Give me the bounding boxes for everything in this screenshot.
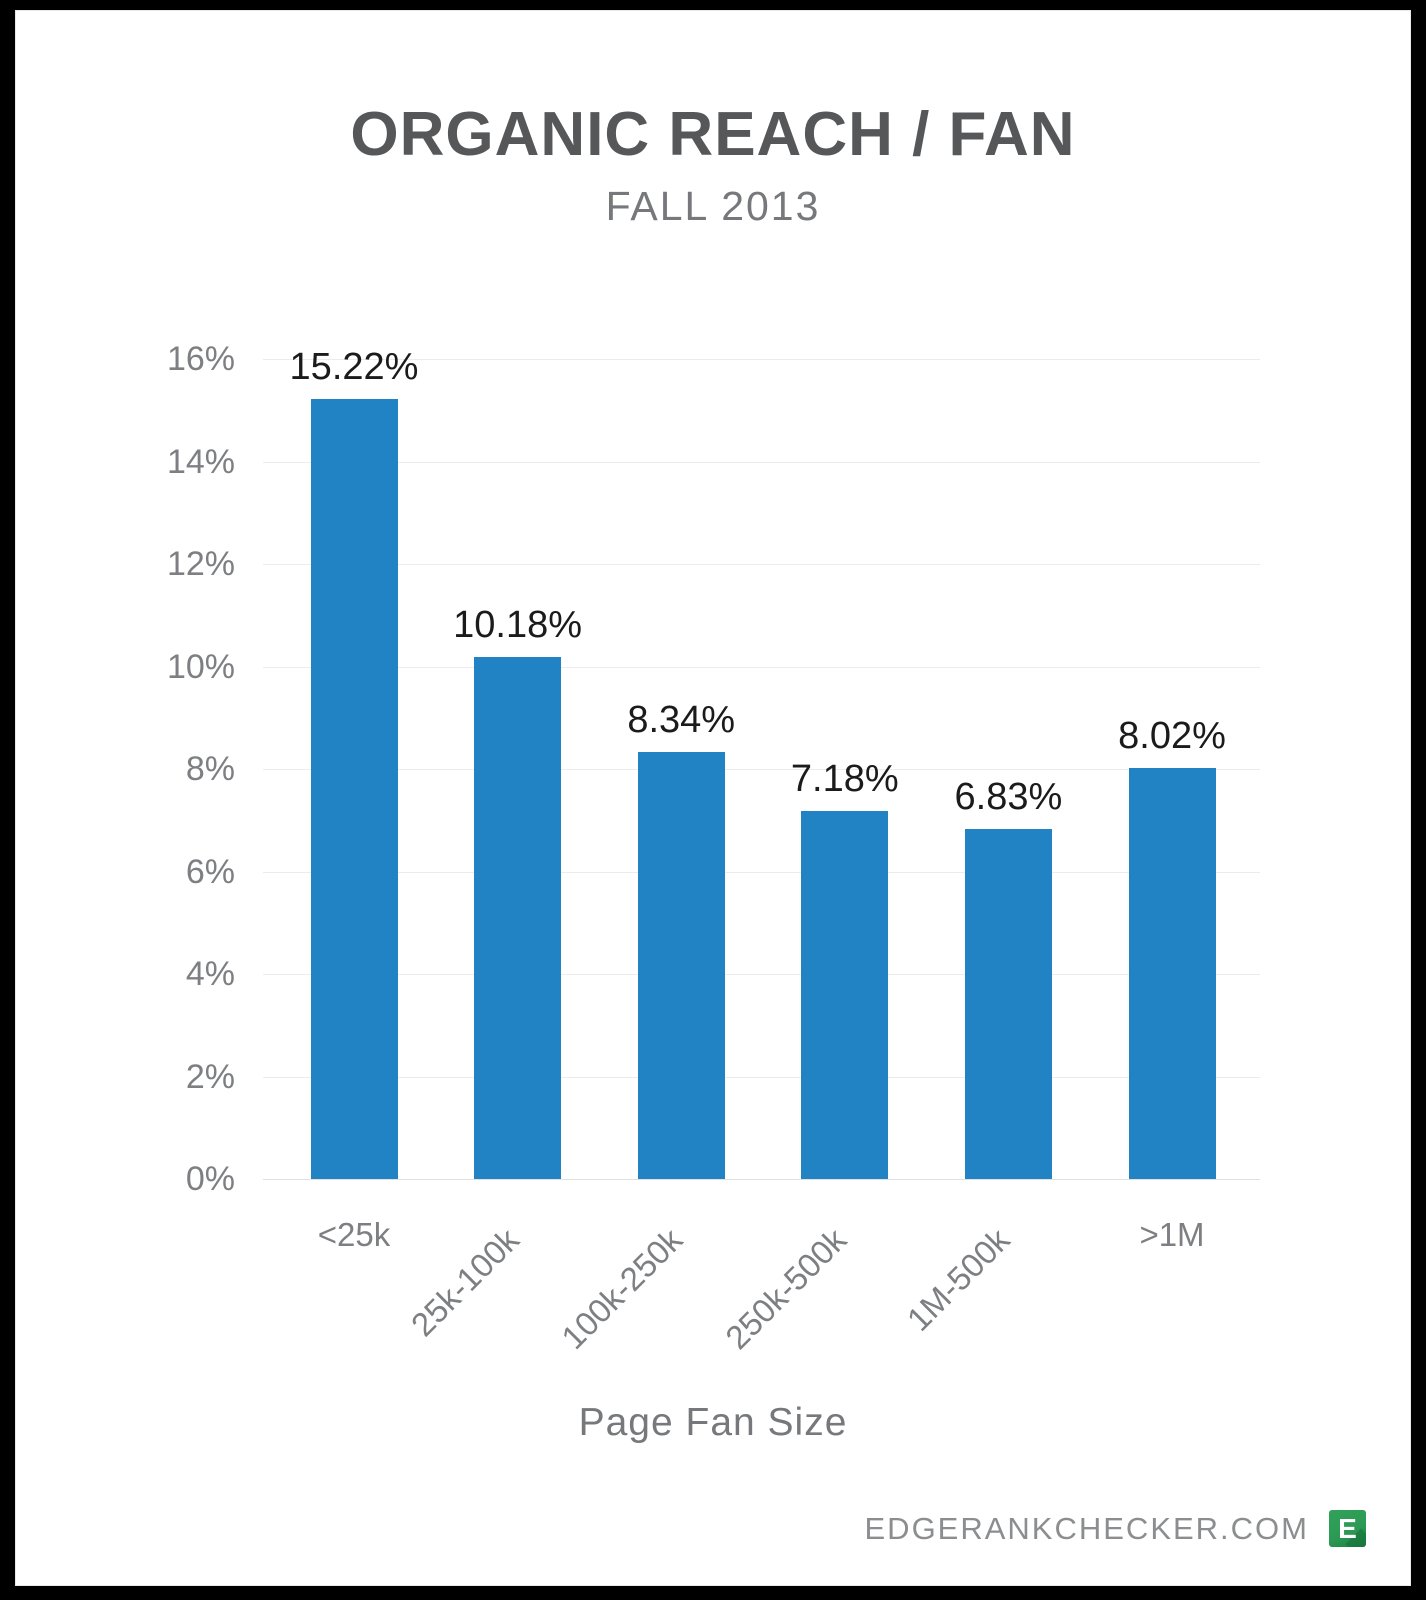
grid-line bbox=[263, 564, 1260, 565]
logo-letter: E bbox=[1338, 1513, 1357, 1544]
y-tick-label: 6% bbox=[185, 852, 235, 891]
chart-page: ORGANIC REACH / FAN FALL 2013 0% 2% 4% 6% 8%… bbox=[15, 10, 1411, 1586]
chart-subtitle: FALL 2013 bbox=[605, 183, 821, 229]
y-tick-label: 0% bbox=[185, 1160, 235, 1198]
y-tick-label: 8% bbox=[185, 750, 235, 788]
x-tick-label: <25k bbox=[317, 1216, 391, 1253]
bar-value-label: 7.18% bbox=[790, 758, 899, 801]
x-axis-title: Page Fan Size bbox=[578, 1401, 848, 1444]
x-tick-label: >1M bbox=[1139, 1216, 1205, 1253]
y-tick-label: 16% bbox=[166, 340, 235, 378]
grid-line bbox=[263, 1076, 1260, 1078]
bar-value-label: 6.83% bbox=[954, 775, 1063, 818]
grid-line bbox=[263, 461, 1260, 463]
grid-line bbox=[263, 871, 1260, 873]
grid-line bbox=[263, 666, 1260, 668]
grid-line bbox=[263, 974, 1260, 975]
grid-line bbox=[263, 769, 1260, 770]
bar-value-label: 8.34% bbox=[627, 698, 736, 741]
bar bbox=[310, 398, 398, 1179]
y-tick-label: 4% bbox=[185, 955, 235, 993]
y-tick-label: 2% bbox=[185, 1057, 235, 1096]
bar-chart: 0% 2% 4% 6% 8% 10% 12% 14% 16% 15.22% <25k 10.18% 25… bbox=[16, 11, 1410, 1585]
bar-value-label: 10.18% bbox=[453, 604, 583, 647]
y-tick-label: 10% bbox=[166, 647, 235, 686]
bar bbox=[1128, 767, 1216, 1179]
bar-value-label: 8.02% bbox=[1118, 714, 1226, 757]
bar bbox=[964, 828, 1052, 1179]
grid-line bbox=[263, 1179, 1260, 1180]
footer-site-text: EDGERANKCHECKER.COM bbox=[864, 1510, 1309, 1546]
chart-title: ORGANIC REACH / FAN bbox=[350, 100, 1076, 169]
bar-value-label: 15.22% bbox=[289, 345, 419, 388]
bar bbox=[637, 751, 725, 1179]
grid-line bbox=[263, 359, 1260, 360]
bar bbox=[801, 811, 889, 1179]
footer: EDGERANKCHECKER.COM E bbox=[864, 1510, 1366, 1547]
bar bbox=[474, 657, 562, 1179]
y-tick-label: 14% bbox=[166, 442, 235, 481]
edgerank-logo-icon: E bbox=[1329, 1510, 1366, 1547]
y-tick-label: 12% bbox=[166, 545, 235, 583]
